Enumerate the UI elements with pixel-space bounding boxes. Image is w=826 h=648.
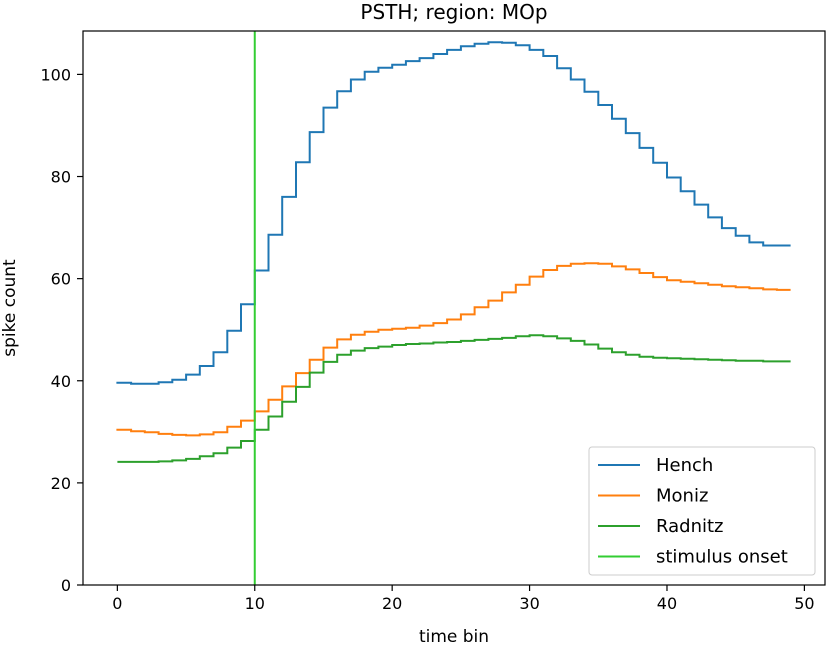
legend-label: Hench bbox=[656, 455, 713, 476]
x-axis-label: time bin bbox=[419, 627, 489, 647]
x-axis-ticks: 0 10 20 30 40 50 bbox=[112, 585, 815, 613]
plot-frame bbox=[82, 30, 826, 586]
x-tick-label: 50 bbox=[794, 594, 814, 613]
legend-box bbox=[588, 446, 816, 576]
y-axis-label: spike count bbox=[0, 259, 20, 357]
chart-title: PSTH; region: MOp bbox=[360, 0, 547, 24]
plot-lines bbox=[116, 31, 791, 585]
x-tick-label: 40 bbox=[657, 594, 677, 613]
y-tick-label: 20 bbox=[51, 474, 71, 493]
legend: Hench Moniz Radnitz stimulus onset bbox=[588, 446, 816, 576]
y-tick-label: 0 bbox=[61, 576, 71, 595]
legend-label: stimulus onset bbox=[656, 547, 788, 568]
y-axis-ticks: 0 20 40 60 80 100 bbox=[40, 65, 83, 595]
x-tick-label: 10 bbox=[245, 594, 265, 613]
y-tick-label: 100 bbox=[40, 65, 71, 84]
series-line-radnitz bbox=[117, 334, 791, 463]
legend-label: Radnitz bbox=[656, 516, 723, 537]
y-tick-label: 80 bbox=[51, 168, 71, 187]
y-tick-label: 60 bbox=[51, 270, 71, 289]
y-tick-label: 40 bbox=[51, 372, 71, 391]
x-tick-label: 30 bbox=[519, 594, 539, 613]
series-line-hench bbox=[116, 41, 791, 385]
legend-label: Moniz bbox=[656, 486, 708, 507]
x-tick-label: 0 bbox=[112, 594, 122, 613]
x-tick-label: 20 bbox=[382, 594, 402, 613]
series-line-moniz bbox=[116, 262, 791, 437]
